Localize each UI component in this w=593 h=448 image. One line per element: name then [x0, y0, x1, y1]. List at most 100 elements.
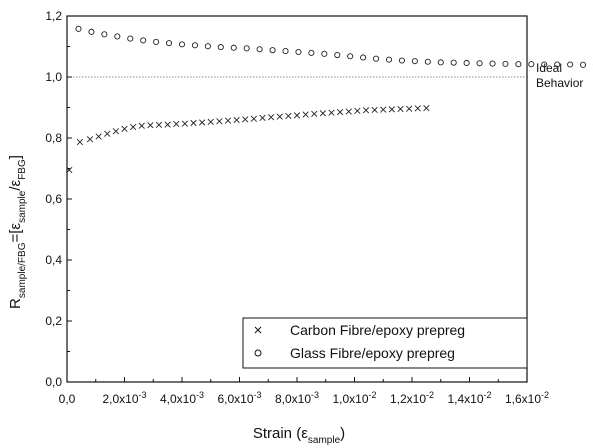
- glass-fibre-point: [567, 61, 574, 68]
- glass-fibre-point: [75, 25, 82, 32]
- carbon-fibre-point: [199, 119, 206, 126]
- x-tick-label: 1,6x10-2: [505, 390, 549, 406]
- y-tick-label: 0,2: [45, 314, 62, 328]
- glass-fibre-point: [373, 55, 380, 62]
- carbon-fibre-point: [76, 138, 84, 146]
- x-tick-label: 0,0: [59, 392, 76, 406]
- glass-fibre-point: [580, 61, 587, 68]
- glass-fibre-point: [489, 60, 496, 67]
- glass-fibre-point: [515, 61, 522, 68]
- y-tick-label: 0,6: [45, 192, 62, 206]
- carbon-fibre-point: [173, 120, 180, 128]
- x-tick-label: 2,0x10-3: [102, 390, 146, 406]
- carbon-fibre-point: [345, 108, 352, 115]
- glass-fibre-point: [347, 53, 354, 60]
- glass-fibre-point: [528, 61, 535, 68]
- carbon-fibre-point: [130, 123, 137, 131]
- carbon-fibre-point: [268, 114, 275, 121]
- carbon-fibre-point: [155, 121, 163, 129]
- x-axis-title: Strain (εsample): [253, 425, 345, 446]
- carbon-fibre-point: [414, 105, 421, 112]
- glass-fibre-point: [308, 49, 315, 56]
- axes: 0,0 0,2 0,4 0,6 0,8 1,0 1,2 0,0 2,0x10-3 4,0x10-3…: [45, 9, 549, 406]
- carbon-fibre-point: [216, 118, 223, 125]
- glass-fibre-point: [127, 35, 134, 42]
- glass-fibre-point: [269, 47, 276, 54]
- legend-carbon-marker: [254, 326, 262, 334]
- glass-fibre-point: [502, 60, 509, 67]
- carbon-fibre-point: [354, 107, 361, 114]
- carbon-fibre-point: [406, 105, 413, 112]
- glass-fibre-point: [166, 40, 173, 47]
- y-tick-label: 0,0: [45, 375, 62, 389]
- carbon-fibre-point: [233, 116, 240, 124]
- x-tick-label: 8,0x10-3: [275, 390, 319, 406]
- legend-glass-label: Glass Fibre/epoxy prepreg: [290, 345, 455, 361]
- glass-fibre-point: [101, 31, 108, 38]
- carbon-fibre-point: [164, 121, 171, 128]
- carbon-fibre-point: [293, 112, 301, 119]
- glass-fibre-point: [230, 44, 237, 51]
- x-tick-label: 6,0x10-3: [217, 390, 261, 406]
- glass-fibre-point: [554, 61, 561, 68]
- carbon-fibre-point: [302, 111, 309, 118]
- glass-fibre-point: [476, 60, 483, 67]
- carbon-fibre-point: [259, 114, 266, 121]
- carbon-fibre-point: [242, 116, 249, 123]
- glass-fibre-point: [140, 37, 147, 44]
- glass-fibre-point: [398, 57, 405, 64]
- x-tick-label: 1,0x10-2: [332, 390, 376, 406]
- carbon-fibre-point: [362, 107, 370, 114]
- carbon-fibre-point: [397, 105, 404, 113]
- x-tick-label: 1,2x10-2: [390, 390, 434, 406]
- glass-fibre-point: [450, 59, 457, 66]
- y-axis-title: Rsample/FBG=[εsample/εFBG]: [7, 155, 28, 309]
- carbon-fibre-point: [328, 109, 335, 116]
- carbon-fibre-point: [95, 133, 102, 140]
- carbon-fibre-point: [311, 110, 318, 118]
- carbon-fibre-point: [112, 128, 119, 135]
- glass-fibre-point: [321, 50, 328, 57]
- x-tick-label: 4,0x10-3: [160, 390, 204, 406]
- carbon-fibre-point: [371, 106, 378, 114]
- glass-fibre-point: [463, 59, 470, 67]
- glass-fibre-point: [243, 45, 250, 52]
- glass-fibre-point: [88, 28, 95, 35]
- glass-fibre-point: [411, 58, 418, 65]
- carbon-fibre-point: [423, 104, 430, 112]
- y-tick-label: 0,8: [45, 131, 62, 145]
- y-tick-label: 1,2: [45, 9, 62, 23]
- glass-fibre-point: [153, 38, 160, 45]
- x-tick-label: 1,4x10-2: [447, 390, 491, 406]
- carbon-fibre-point: [250, 115, 257, 122]
- carbon-fibre-point: [104, 130, 111, 137]
- legend-carbon-label: Carbon Fibre/epoxy prepreg: [290, 322, 465, 338]
- glass-fibre-point: [191, 42, 198, 49]
- glass-fibre-point: [178, 41, 186, 48]
- legend-box: [242, 317, 528, 369]
- reference-label-line: Behavior: [536, 76, 583, 90]
- glass-fibre-point: [295, 48, 302, 56]
- carbon-fibre-point: [285, 112, 292, 120]
- y-tick-label: 0,4: [45, 253, 62, 267]
- carbon-fibre-point: [337, 108, 344, 116]
- glass-fibre-point: [437, 59, 444, 66]
- y-tick-label: 1,0: [45, 70, 62, 84]
- carbon-fibre-point: [276, 113, 283, 120]
- carbon-fibre-point: [388, 106, 395, 113]
- glass-fibre-point: [424, 58, 431, 65]
- carbon-fibre-point: [319, 110, 326, 117]
- carbon-fibre-point: [138, 122, 145, 129]
- glass-fibre-point: [217, 44, 224, 51]
- carbon-fibre-point: [224, 117, 232, 124]
- carbon-fibre-point: [121, 125, 128, 132]
- reference-label-line: Ideal: [536, 61, 562, 75]
- glass-fibre-point: [541, 61, 548, 68]
- carbon-fibre-point: [147, 122, 154, 129]
- carbon-fibre-point: [181, 120, 188, 127]
- glass-fibre-point: [385, 56, 393, 63]
- glass-fibre-point: [334, 51, 341, 59]
- glass-fibre-point: [204, 43, 211, 50]
- glass-fibre-point: [282, 48, 289, 55]
